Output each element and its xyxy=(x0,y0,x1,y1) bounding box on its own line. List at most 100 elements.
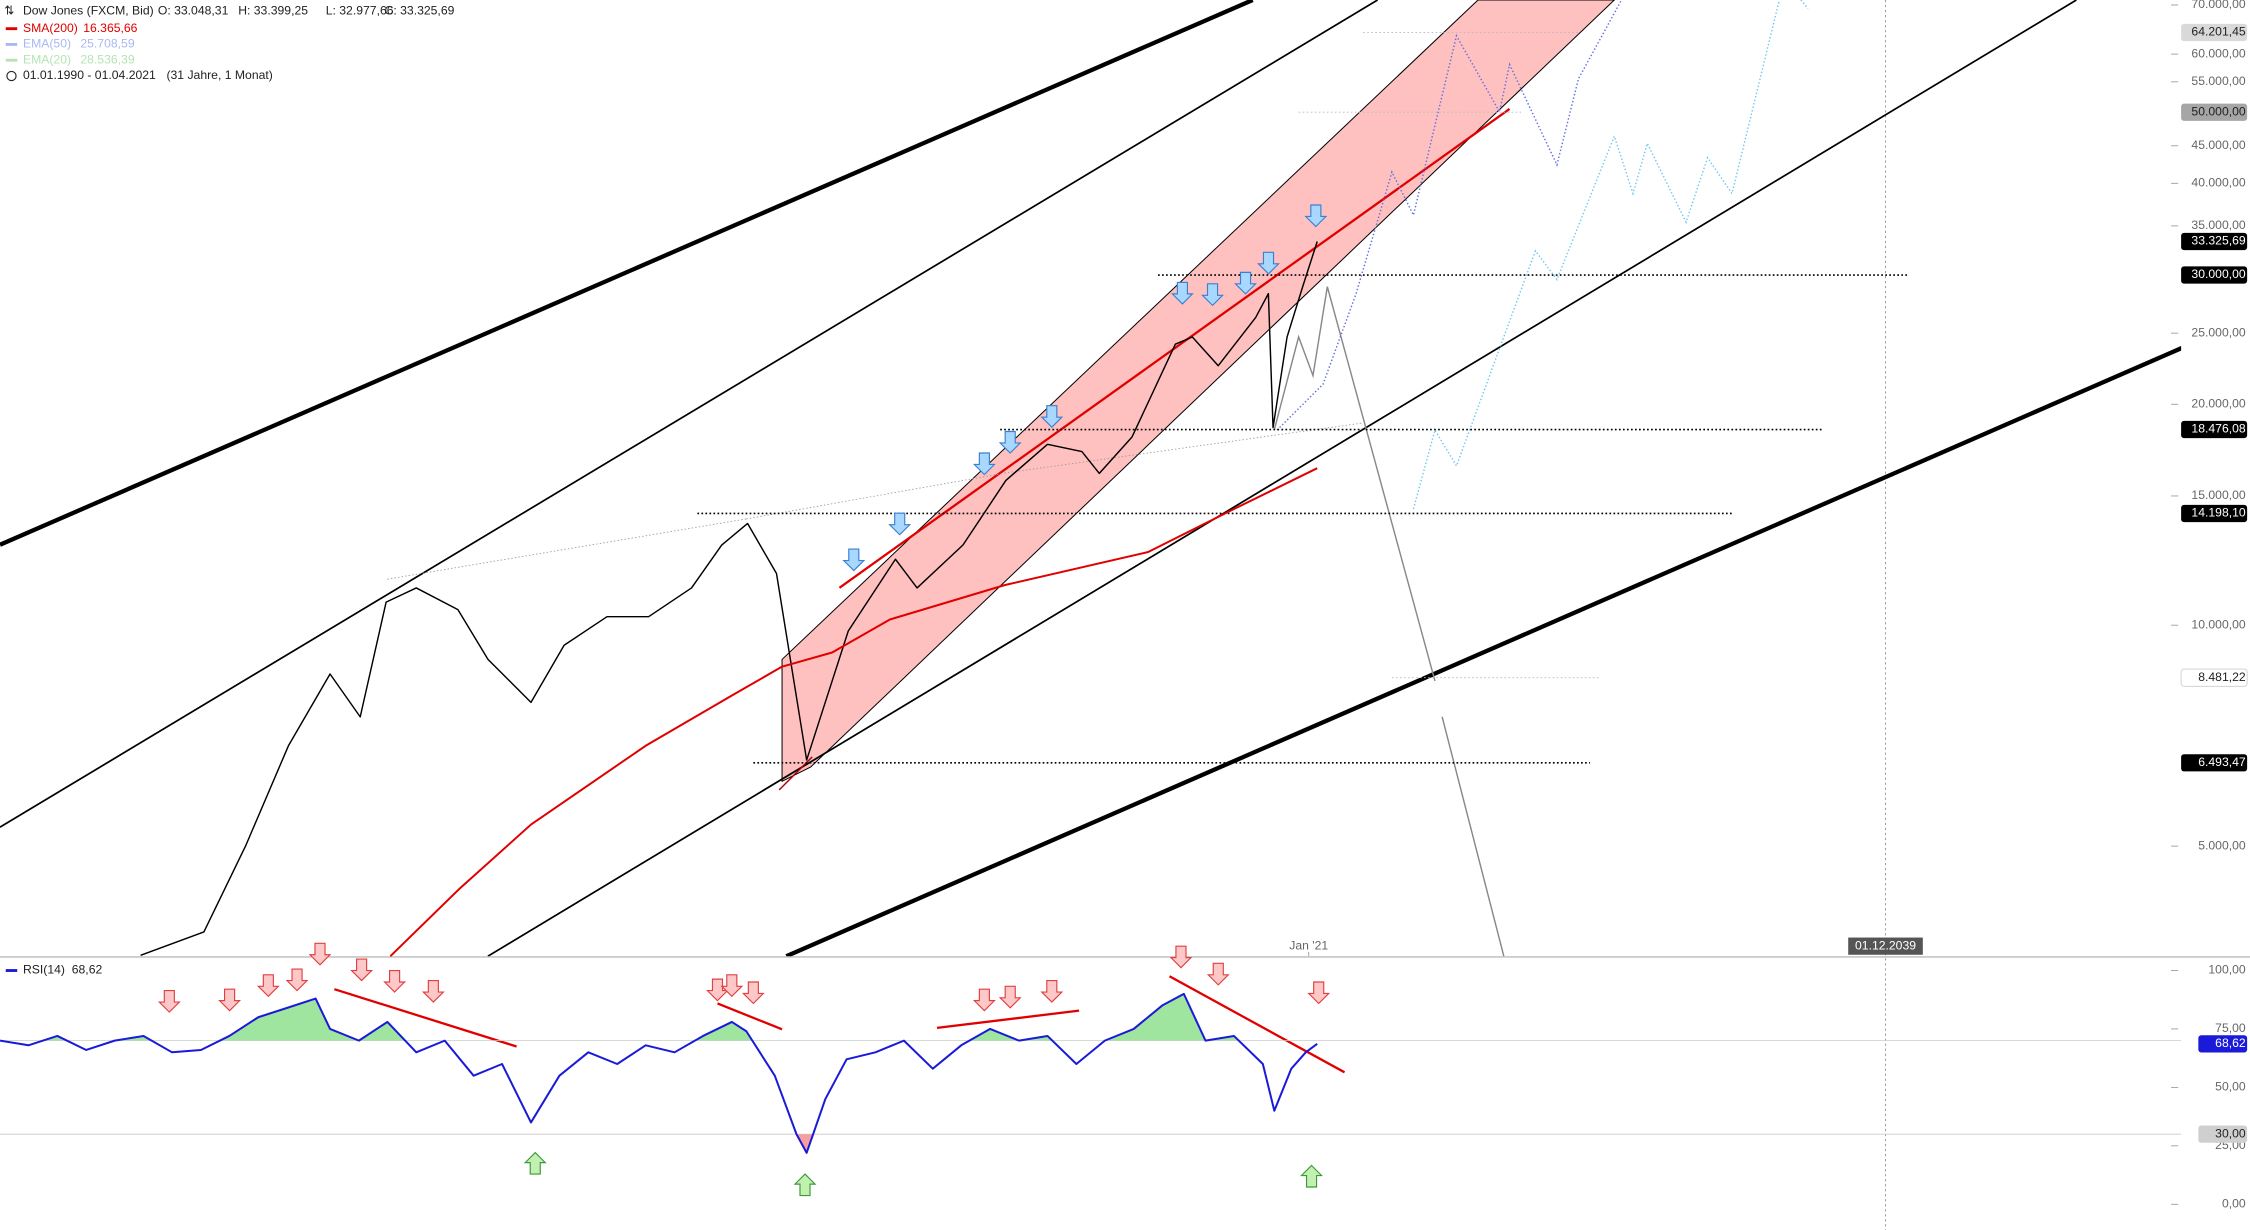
y-tick-label: 45.000,00 xyxy=(2191,138,2245,152)
y-tick-label: 100,00 xyxy=(2208,963,2246,977)
down-arrow xyxy=(972,452,996,476)
down-arrow xyxy=(1201,283,1224,307)
clock-icon xyxy=(6,70,17,82)
last-value-label-box xyxy=(2198,1035,2248,1053)
down-arrow xyxy=(383,969,407,993)
up-arrow xyxy=(523,1151,547,1175)
level-label-box xyxy=(2180,668,2248,687)
down-arrow xyxy=(1040,405,1064,429)
legend-value: 68,62 xyxy=(72,963,103,977)
oversold-label: 30,00 xyxy=(2215,1126,2246,1140)
down-arrow xyxy=(720,974,744,998)
projection-path xyxy=(1276,0,1623,431)
rsi-trend-line xyxy=(717,1002,783,1031)
cursor-label-box xyxy=(1848,937,1923,955)
down-arrow xyxy=(1257,251,1280,275)
projection-line xyxy=(1273,286,1436,682)
ohlc: C: 33.325,69 xyxy=(385,4,455,18)
down-arrow xyxy=(1234,271,1257,295)
projection-path xyxy=(1800,0,1809,10)
down-arrow xyxy=(285,968,309,992)
down-arrow xyxy=(350,958,374,982)
level-label: 50.000,00 xyxy=(2191,104,2245,118)
down-arrow xyxy=(706,978,729,1002)
dotted-line xyxy=(746,472,1005,520)
y-tick-label: 55.000,00 xyxy=(2191,74,2245,88)
down-arrow xyxy=(218,988,242,1012)
down-arrow xyxy=(1169,945,1193,969)
up-arrow xyxy=(793,1173,817,1197)
x-tick-label: Jan '21 xyxy=(1289,938,1328,952)
rsi-trend-line xyxy=(1168,975,1346,1074)
legend-name: EMA(20) xyxy=(23,52,71,66)
y-tick-label: 5.000,00 xyxy=(2198,838,2246,852)
y-tick-label: 25.000,00 xyxy=(2191,325,2245,339)
oversold-label-box xyxy=(2198,1125,2248,1143)
y-tick-label: 70.000,00 xyxy=(2191,0,2245,11)
trend-line xyxy=(487,0,2077,957)
date-span: (31 Jahre, 1 Monat) xyxy=(166,68,272,82)
legend-value: 16.365,66 xyxy=(83,21,137,35)
down-arrow xyxy=(888,512,912,536)
y-tick-label: 20.000,00 xyxy=(2191,396,2245,410)
down-arrow xyxy=(741,981,765,1005)
legend-name: SMA(200) xyxy=(23,21,78,35)
rsi-trend-line xyxy=(936,1009,1080,1030)
down-arrow xyxy=(998,985,1022,1009)
y-tick-label: 60.000,00 xyxy=(2191,46,2245,60)
series-line xyxy=(0,992,1318,1154)
level-label: 18.476,08 xyxy=(2191,422,2245,436)
legend-value: 25.708,59 xyxy=(80,37,134,51)
level-label-box xyxy=(2181,754,2248,772)
level-label: 8.481,22 xyxy=(2198,670,2246,684)
down-arrow xyxy=(308,942,332,966)
down-arrow xyxy=(998,430,1022,454)
overbought-fill xyxy=(42,993,1239,1041)
level-label: 6.493,47 xyxy=(2198,755,2246,769)
dotted-line xyxy=(1004,422,1364,474)
down-arrow xyxy=(1170,281,1194,305)
rsi-trend-line xyxy=(333,988,517,1048)
level-label: 64.201,45 xyxy=(2191,25,2245,39)
legend-name: RSI(14) xyxy=(23,963,65,977)
level-label-box xyxy=(2181,266,2248,284)
trend-line xyxy=(0,0,1378,828)
last-value-label: 68,62 xyxy=(2215,1036,2246,1050)
instrument-name: Dow Jones (FXCM, Bid) xyxy=(23,4,154,18)
down-arrow xyxy=(972,988,996,1012)
down-arrow xyxy=(1304,204,1328,228)
down-arrow xyxy=(1307,981,1331,1005)
down-arrow xyxy=(842,548,866,572)
y-tick-label: 40.000,00 xyxy=(2191,176,2245,190)
last-value-label-box xyxy=(2181,232,2248,251)
drawings xyxy=(0,0,2182,957)
ohlc: H: 33.399,25 xyxy=(238,4,308,18)
legend-name: EMA(50) xyxy=(23,37,71,51)
level-label-box xyxy=(2181,23,2248,42)
dotted-line xyxy=(387,518,747,580)
down-arrow xyxy=(1040,979,1064,1003)
y-tick-label: 15.000,00 xyxy=(2191,488,2245,502)
down-arrow xyxy=(256,974,280,998)
trend-line xyxy=(785,345,2182,957)
ohlc: O: 33.048,31 xyxy=(158,4,229,18)
y-tick-label: 75,00 xyxy=(2215,1021,2246,1035)
oversold-fill xyxy=(796,1134,814,1153)
channel xyxy=(781,0,1616,783)
y-tick-label: 50,00 xyxy=(2215,1080,2246,1094)
red-trend-line xyxy=(838,108,1511,589)
legend-value: 28.536,39 xyxy=(80,52,134,66)
cursor-label: 01.12.2039 xyxy=(1855,938,1916,952)
series-line xyxy=(140,241,1318,956)
down-arrow xyxy=(1206,962,1230,986)
level-label: 30.000,00 xyxy=(2191,267,2245,281)
y-tick-label: 35.000,00 xyxy=(2191,218,2245,232)
level-label-box xyxy=(2181,420,2248,439)
projection-line xyxy=(1441,716,1505,957)
level-label-box xyxy=(2181,504,2248,523)
down-arrow xyxy=(157,990,181,1013)
up-arrow xyxy=(1300,1164,1323,1188)
